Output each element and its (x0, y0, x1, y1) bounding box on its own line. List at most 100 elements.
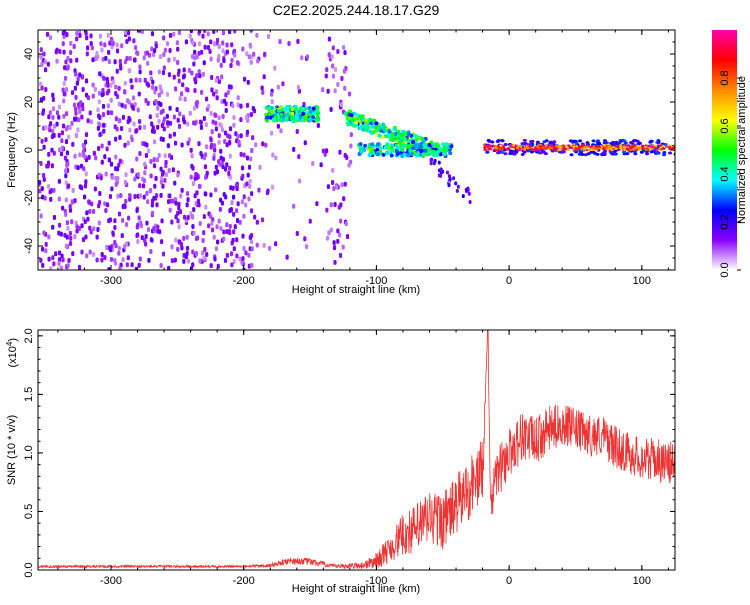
heatmap-cell (395, 151, 400, 156)
heatmap-cell (202, 213, 206, 219)
heatmap-cell (61, 87, 65, 93)
heatmap-cell (149, 248, 153, 254)
heatmap-cell (239, 133, 243, 139)
heatmap-cell (63, 75, 68, 81)
heatmap-cell (120, 233, 124, 239)
heatmap-cell (136, 50, 140, 56)
heatmap-cell (315, 114, 320, 119)
heatmap-cell (488, 144, 492, 147)
heatmap-cell (228, 174, 233, 180)
heatmap-cell (41, 108, 46, 114)
heatmap-cell (225, 229, 229, 235)
heatmap-cell (97, 220, 101, 226)
heatmap-cell (176, 172, 180, 178)
heatmap-cell (406, 132, 411, 137)
heatmap-cell (649, 139, 654, 143)
heatmap-cell (256, 58, 260, 64)
heatmap-cell (219, 123, 223, 129)
heatmap-cell (571, 148, 575, 151)
heatmap-cell (121, 203, 125, 209)
heatmap-cell (278, 39, 282, 45)
heatmap-cell (170, 219, 174, 225)
heatmap-cell (57, 222, 62, 228)
heatmap-cell (233, 224, 237, 230)
heatmap-cell (38, 179, 42, 185)
heatmap-y-tick-label: 20 (23, 96, 35, 108)
heatmap-cell (150, 210, 155, 216)
heatmap-cell (168, 120, 173, 126)
heatmap-cell (179, 193, 183, 199)
snr-y-axis: 0.0 0.5 1.0 1.5 2.0 (23, 328, 675, 578)
heatmap-cell (522, 138, 527, 142)
heatmap-cell (97, 99, 101, 105)
heatmap-cell (76, 165, 80, 171)
heatmap-cell (483, 148, 487, 151)
heatmap-cell (114, 116, 118, 122)
heatmap-cell (214, 246, 219, 252)
heatmap-cell (77, 225, 81, 231)
heatmap-y-tick-label: -20 (23, 190, 35, 206)
heatmap-cell (88, 225, 92, 231)
snr-x-label: Height of straight line (km) (292, 583, 420, 595)
heatmap-cell (238, 219, 242, 225)
heatmap-cell (230, 42, 234, 48)
heatmap-cell (204, 174, 208, 180)
heatmap-cell (512, 144, 516, 147)
heatmap-cell (156, 224, 160, 230)
heatmap-cell (170, 258, 174, 264)
heatmap-cell (633, 152, 638, 156)
heatmap-cell (152, 157, 156, 163)
heatmap-cell (426, 146, 431, 151)
heatmap-cell (613, 152, 618, 156)
heatmap-cell (212, 41, 217, 47)
heatmap-cell (81, 106, 85, 112)
heatmap-cell (205, 170, 209, 176)
heatmap-cell (91, 93, 95, 99)
heatmap-cell (530, 150, 535, 154)
heatmap-cell (210, 129, 214, 135)
heatmap-cell (383, 134, 388, 139)
heatmap-cell (534, 145, 538, 149)
heatmap-cell (349, 132, 353, 138)
heatmap-cell (339, 218, 343, 224)
heatmap-cell (121, 257, 125, 263)
heatmap-cell (92, 226, 96, 232)
heatmap-cell (268, 245, 272, 251)
heatmap-cell (343, 181, 347, 187)
heatmap-cell (207, 103, 211, 109)
heatmap-cell (135, 156, 139, 162)
heatmap-cell (64, 168, 68, 174)
heatmap-cell (170, 244, 174, 250)
heatmap-cell (236, 102, 240, 108)
heatmap-cell (65, 32, 69, 38)
heatmap-cell (130, 168, 134, 174)
heatmap-cell (54, 49, 58, 55)
heatmap-cell (290, 111, 295, 116)
heatmap-cell (146, 60, 150, 66)
heatmap-cell (219, 225, 223, 231)
heatmap-cell (183, 96, 187, 102)
heatmap-cell (159, 166, 163, 172)
heatmap-cell (156, 105, 160, 111)
colorbar-ticks: 0.0 0.2 0.4 0.6 0.8 (719, 70, 741, 278)
heatmap-cell (383, 145, 388, 150)
heatmap-cell (165, 41, 170, 47)
heatmap-cell (235, 60, 240, 66)
heatmap-cell (435, 143, 440, 148)
heatmap-cell (554, 144, 558, 148)
heatmap-cell (661, 146, 665, 150)
heatmap-cell (235, 237, 239, 243)
heatmap-cell (408, 148, 413, 153)
heatmap-cell (42, 230, 46, 236)
heatmap-cell (51, 128, 55, 134)
heatmap-cell (41, 172, 46, 178)
heatmap-cell (284, 112, 289, 117)
heatmap-cell (195, 190, 199, 196)
heatmap-cell (234, 208, 239, 214)
heatmap-cell (108, 245, 112, 251)
heatmap-cell (97, 145, 101, 151)
heatmap-cell (244, 114, 248, 120)
heatmap-cell (167, 57, 171, 63)
heatmap-cell (138, 77, 142, 83)
heatmap-cell (159, 179, 163, 185)
